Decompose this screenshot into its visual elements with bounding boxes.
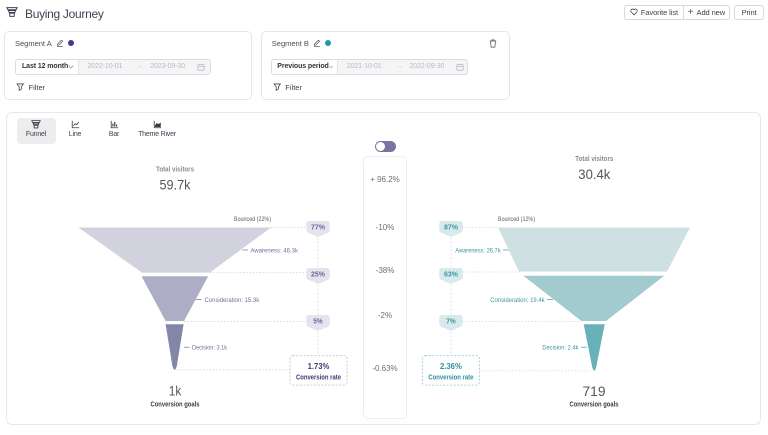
svg-text:Conversion rate: Conversion rate bbox=[296, 372, 341, 381]
svg-text:Total visitors: Total visitors bbox=[575, 156, 613, 163]
svg-text:87%: 87% bbox=[444, 223, 458, 232]
svg-text:Decision: 3.1k: Decision: 3.1k bbox=[192, 345, 228, 352]
svg-text:719: 719 bbox=[583, 383, 606, 399]
svg-text:Bounced (22%): Bounced (22%) bbox=[234, 216, 271, 223]
svg-text:Awareness: 26.7k: Awareness: 26.7k bbox=[455, 247, 501, 254]
svg-text:1.73%: 1.73% bbox=[308, 362, 330, 371]
svg-text:25%: 25% bbox=[311, 270, 325, 279]
svg-text:Consideration: 19.4k: Consideration: 19.4k bbox=[490, 297, 545, 304]
svg-text:2.36%: 2.36% bbox=[440, 362, 462, 371]
svg-text:63%: 63% bbox=[444, 270, 458, 279]
svg-text:Conversion goals: Conversion goals bbox=[570, 400, 619, 409]
svg-text:Awareness: 46.3k: Awareness: 46.3k bbox=[251, 247, 299, 254]
svg-text:Conversion rate: Conversion rate bbox=[428, 372, 473, 381]
svg-text:59.7k: 59.7k bbox=[160, 177, 192, 193]
svg-text:77%: 77% bbox=[311, 223, 325, 232]
svg-text:Decision: 2.4k: Decision: 2.4k bbox=[542, 345, 579, 352]
svg-text:Consideration: 15.3k: Consideration: 15.3k bbox=[205, 297, 260, 304]
svg-text:30.4k: 30.4k bbox=[578, 166, 611, 182]
svg-text:Total visitors: Total visitors bbox=[156, 167, 194, 174]
svg-text:7%: 7% bbox=[446, 317, 456, 326]
svg-text:5%: 5% bbox=[313, 317, 323, 326]
svg-text:Bounced (12%): Bounced (12%) bbox=[498, 216, 535, 223]
svg-text:Conversion goals: Conversion goals bbox=[151, 399, 200, 408]
svg-text:1k: 1k bbox=[169, 383, 182, 399]
